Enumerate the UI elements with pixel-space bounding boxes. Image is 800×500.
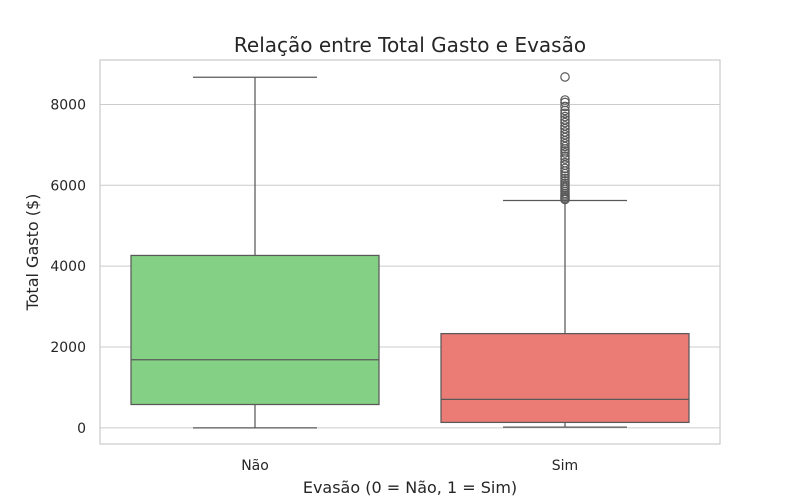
- boxes: [130, 72, 690, 429]
- outlier-point: [560, 72, 570, 82]
- plot-frame: [99, 59, 721, 445]
- chart-title: Relação entre Total Gasto e Evasão: [234, 33, 586, 57]
- outlier-point: [560, 115, 570, 125]
- iqr-box: [130, 254, 380, 406]
- box-group: [130, 76, 380, 429]
- y-tick-label: 0: [77, 421, 86, 437]
- y-tick-labels: 0 2000 4000 6000 8000: [50, 97, 86, 436]
- outlier-point: [560, 117, 570, 128]
- outlier-point: [560, 178, 570, 189]
- outlier-point: [560, 97, 570, 108]
- outlier-point: [560, 173, 570, 184]
- iqr-box: [440, 332, 690, 424]
- x-tick-label: Sim: [552, 458, 578, 474]
- outlier-point: [560, 121, 570, 131]
- outlier-point: [560, 163, 570, 174]
- y-tick-label: 2000: [50, 340, 86, 356]
- outlier-point: [560, 108, 570, 119]
- outlier-point: [560, 101, 570, 112]
- x-tick-label: Não: [241, 458, 269, 474]
- x-tick-labels: Não Sim: [241, 458, 578, 474]
- outlier-point: [560, 176, 570, 186]
- outlier-point: [560, 171, 570, 181]
- outlier-point: [560, 111, 570, 122]
- outlier-point: [560, 157, 570, 168]
- y-tick-label: 6000: [50, 178, 86, 194]
- y-tick-label: 8000: [50, 97, 86, 113]
- outlier-point: [560, 95, 570, 105]
- outlier-point: [560, 151, 570, 162]
- y-axis-label: Total Gasto ($): [23, 194, 42, 312]
- outlier-point: [560, 127, 570, 137]
- x-axis-label: Evasão (0 = Não, 1 = Sim): [303, 478, 517, 497]
- box-group: [440, 72, 690, 428]
- y-tick-label: 4000: [50, 259, 86, 275]
